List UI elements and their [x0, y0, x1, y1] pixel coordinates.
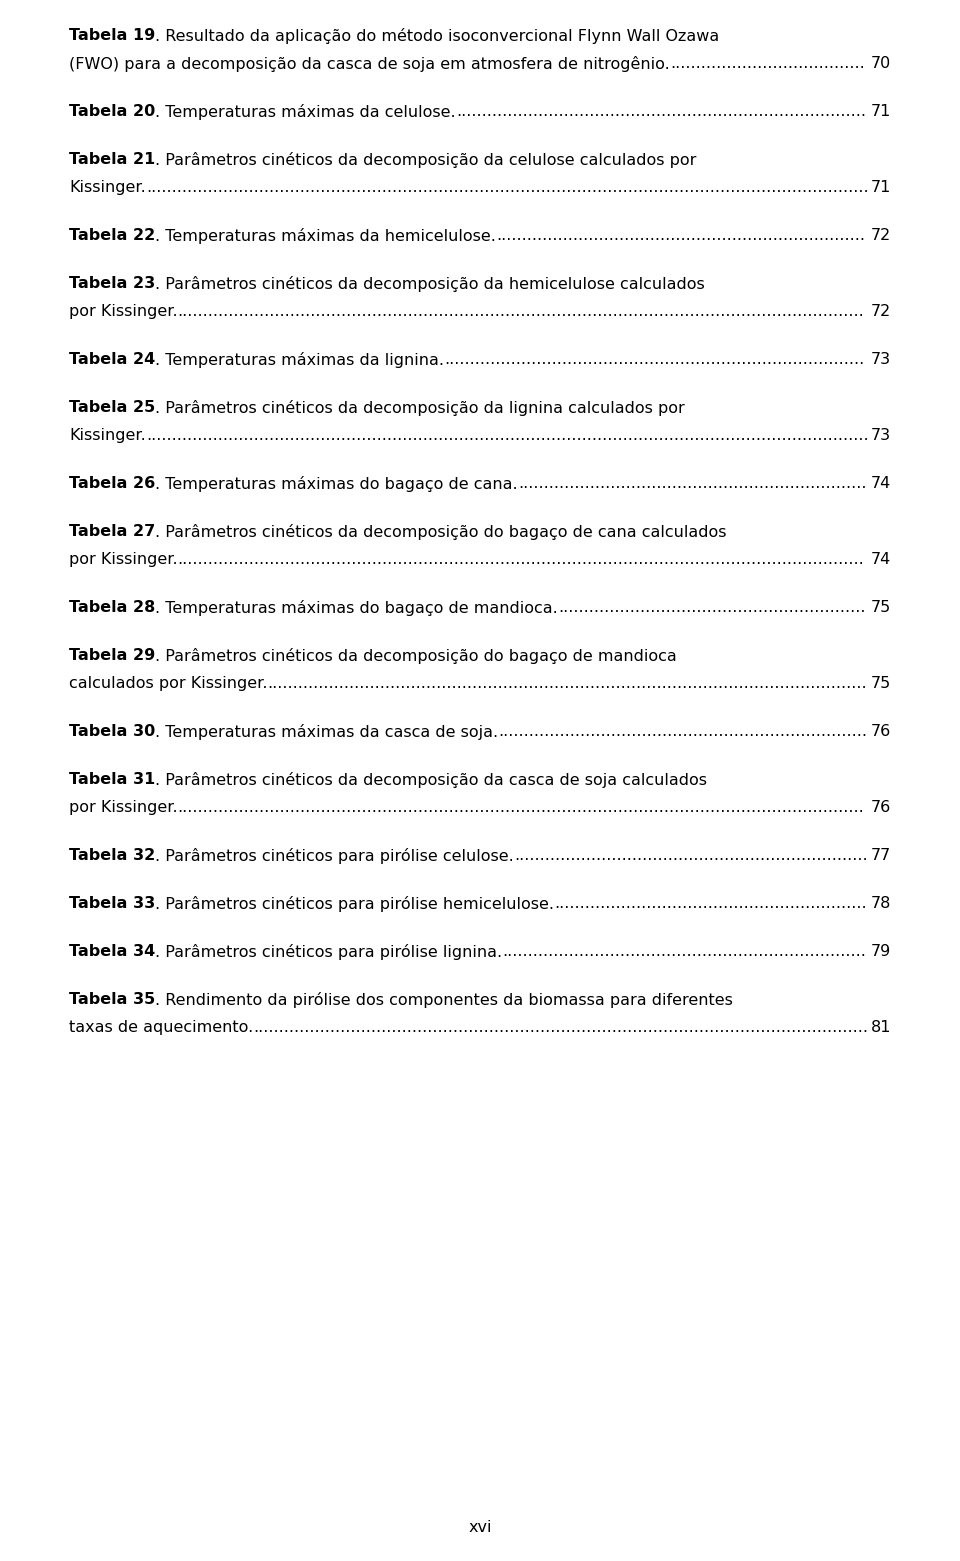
- Text: Tabela 33: Tabela 33: [69, 896, 156, 912]
- Text: taxas de aquecimento.: taxas de aquecimento.: [69, 1019, 253, 1035]
- Text: . Temperaturas máximas da lignina.: . Temperaturas máximas da lignina.: [156, 351, 444, 368]
- Text: .......................................................................: ........................................…: [502, 944, 866, 958]
- Text: ................................................................................: ........................................…: [253, 1019, 868, 1035]
- Text: 73: 73: [871, 351, 891, 367]
- Text: Tabela 23: Tabela 23: [69, 276, 156, 290]
- Text: ......................................: ......................................: [670, 56, 865, 70]
- Text: Tabela 20: Tabela 20: [69, 105, 156, 119]
- Text: 79: 79: [871, 944, 891, 958]
- Text: xvi: xvi: [468, 1520, 492, 1534]
- Text: 75: 75: [871, 599, 891, 615]
- Text: 74: 74: [871, 476, 891, 492]
- Text: . Temperaturas máximas da celulose.: . Temperaturas máximas da celulose.: [156, 105, 456, 120]
- Text: Tabela 30: Tabela 30: [69, 724, 156, 738]
- Text: 70: 70: [871, 56, 891, 70]
- Text: ................................................................................: ........................................…: [178, 799, 864, 815]
- Text: . Temperaturas máximas da hemicelulose.: . Temperaturas máximas da hemicelulose.: [156, 228, 496, 244]
- Text: Tabela 34: Tabela 34: [69, 944, 156, 958]
- Text: Kissinger.: Kissinger.: [69, 180, 146, 195]
- Text: 71: 71: [871, 105, 891, 119]
- Text: ........................................................................: ........................................…: [498, 724, 868, 738]
- Text: 76: 76: [871, 799, 891, 815]
- Text: por Kissinger.: por Kissinger.: [69, 304, 178, 318]
- Text: ............................................................: ........................................…: [558, 599, 866, 615]
- Text: (FWO) para a decomposição da casca de soja em atmosfera de nitrogênio.: (FWO) para a decomposição da casca de so…: [69, 56, 670, 72]
- Text: Tabela 25: Tabela 25: [69, 400, 156, 415]
- Text: ................................................................................: ........................................…: [178, 553, 864, 567]
- Text: ........................................................................: ........................................…: [496, 228, 865, 244]
- Text: ................................................................................: ........................................…: [456, 105, 866, 119]
- Text: ................................................................................: ........................................…: [146, 180, 869, 195]
- Text: Kissinger.: Kissinger.: [69, 428, 146, 443]
- Text: ................................................................................: ........................................…: [146, 428, 869, 443]
- Text: 74: 74: [871, 553, 891, 567]
- Text: . Temperaturas máximas da casca de soja.: . Temperaturas máximas da casca de soja.: [156, 724, 498, 740]
- Text: Tabela 21: Tabela 21: [69, 151, 156, 167]
- Text: . Parâmetros cinéticos para pirólise celulose.: . Parâmetros cinéticos para pirólise cel…: [156, 848, 514, 863]
- Text: 71: 71: [871, 180, 891, 195]
- Text: 76: 76: [871, 724, 891, 738]
- Text: Tabela 28: Tabela 28: [69, 599, 156, 615]
- Text: . Parâmetros cinéticos para pirólise lignina.: . Parâmetros cinéticos para pirólise lig…: [156, 944, 502, 960]
- Text: .....................................................................: ........................................…: [514, 848, 868, 863]
- Text: Tabela 31: Tabela 31: [69, 773, 156, 787]
- Text: . Parâmetros cinéticos da decomposição do bagaço de mandioca: . Parâmetros cinéticos da decomposição d…: [156, 648, 677, 663]
- Text: 73: 73: [871, 428, 891, 443]
- Text: 81: 81: [871, 1019, 891, 1035]
- Text: . Rendimento da pirólise dos componentes da biomassa para diferentes: . Rendimento da pirólise dos componentes…: [156, 991, 733, 1008]
- Text: ................................................................................: ........................................…: [268, 676, 867, 692]
- Text: 78: 78: [871, 896, 891, 912]
- Text: Tabela 35: Tabela 35: [69, 991, 156, 1007]
- Text: Tabela 26: Tabela 26: [69, 476, 156, 492]
- Text: . Resultado da aplicação do método isoconvercional Flynn Wall Ozawa: . Resultado da aplicação do método isoco…: [156, 28, 719, 44]
- Text: ....................................................................: ........................................…: [517, 476, 866, 492]
- Text: Tabela 19: Tabela 19: [69, 28, 156, 44]
- Text: por Kissinger.: por Kissinger.: [69, 553, 178, 567]
- Text: 72: 72: [871, 228, 891, 244]
- Text: Tabela 32: Tabela 32: [69, 848, 156, 863]
- Text: . Parâmetros cinéticos para pirólise hemicelulose.: . Parâmetros cinéticos para pirólise hem…: [156, 896, 554, 912]
- Text: 75: 75: [871, 676, 891, 692]
- Text: . Parâmetros cinéticos da decomposição da casca de soja calculados: . Parâmetros cinéticos da decomposição d…: [156, 773, 708, 788]
- Text: 72: 72: [871, 304, 891, 318]
- Text: calculados por Kissinger.: calculados por Kissinger.: [69, 676, 268, 692]
- Text: . Parâmetros cinéticos da decomposição da hemicelulose calculados: . Parâmetros cinéticos da decomposição d…: [156, 276, 705, 292]
- Text: por Kissinger.: por Kissinger.: [69, 799, 178, 815]
- Text: . Temperaturas máximas do bagaço de cana.: . Temperaturas máximas do bagaço de cana…: [156, 476, 517, 492]
- Text: . Parâmetros cinéticos da decomposição do bagaço de cana calculados: . Parâmetros cinéticos da decomposição d…: [156, 524, 727, 540]
- Text: . Temperaturas máximas do bagaço de mandioca.: . Temperaturas máximas do bagaço de mand…: [156, 599, 558, 617]
- Text: . Parâmetros cinéticos da decomposição da lignina calculados por: . Parâmetros cinéticos da decomposição d…: [156, 400, 685, 415]
- Text: Tabela 24: Tabela 24: [69, 351, 156, 367]
- Text: . Parâmetros cinéticos da decomposição da celulose calculados por: . Parâmetros cinéticos da decomposição d…: [156, 151, 697, 169]
- Text: Tabela 27: Tabela 27: [69, 524, 156, 539]
- Text: Tabela 29: Tabela 29: [69, 648, 156, 663]
- Text: ................................................................................: ........................................…: [444, 351, 865, 367]
- Text: ................................................................................: ........................................…: [178, 304, 864, 318]
- Text: 77: 77: [871, 848, 891, 863]
- Text: .............................................................: ........................................…: [554, 896, 867, 912]
- Text: Tabela 22: Tabela 22: [69, 228, 156, 244]
